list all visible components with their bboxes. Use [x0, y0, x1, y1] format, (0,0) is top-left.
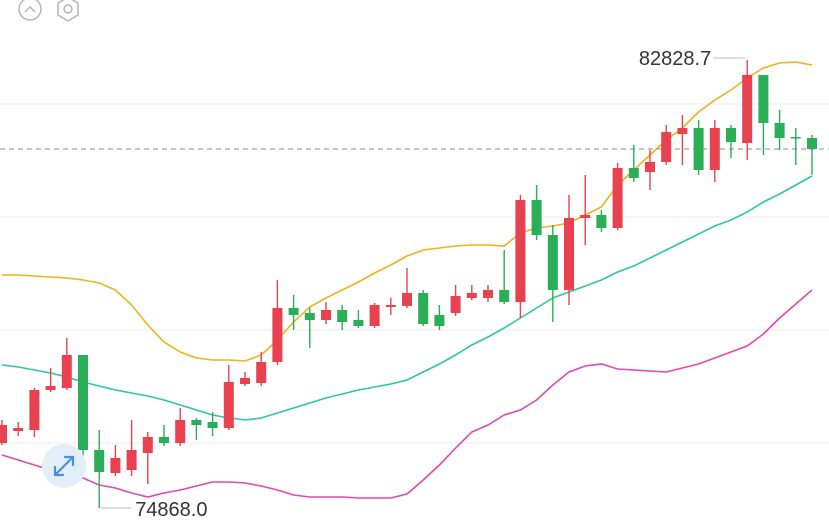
candle-body [0, 425, 7, 444]
candle-body [758, 74, 769, 123]
collapse-arrow [24, 5, 36, 13]
candle-body [466, 292, 477, 298]
settings-icon[interactable] [57, 0, 79, 22]
indicator-lines [0, 61, 829, 499]
candle-body [126, 449, 137, 471]
candle-body [385, 305, 396, 307]
candles [0, 60, 817, 509]
candle-body [628, 167, 639, 179]
candle-body [369, 305, 380, 327]
candle-body [661, 131, 672, 162]
candle-body [256, 361, 267, 384]
candle-body [564, 218, 574, 290]
expand-button[interactable] [42, 444, 86, 488]
candle-body [693, 127, 704, 171]
candle-body [774, 122, 785, 138]
candle-body [110, 457, 121, 474]
candle-body [142, 436, 153, 453]
candle-body [645, 161, 655, 172]
candle-body [175, 419, 186, 444]
candle-body [499, 289, 510, 302]
candle-body [353, 319, 364, 327]
candle-body [304, 313, 315, 320]
grid [0, 103, 829, 444]
candle-body [207, 422, 218, 428]
candle-body [531, 200, 542, 236]
candle-body [483, 289, 493, 298]
settings-button[interactable] [57, 0, 79, 22]
candle-body [321, 309, 331, 320]
candle-body [191, 419, 202, 426]
candle-body [580, 214, 591, 219]
candle-body [709, 127, 720, 171]
candle-body [596, 214, 607, 228]
candle-body [677, 127, 688, 134]
candle-body [288, 308, 299, 315]
candle-body [418, 292, 429, 324]
collapse-icon[interactable] [18, 0, 42, 21]
candle-body [272, 308, 283, 362]
candle-body [223, 382, 234, 428]
indicator-line [1, 175, 813, 421]
candle-body [547, 235, 558, 290]
candle-body [94, 449, 105, 472]
candle-body [742, 74, 753, 143]
annotation-label: 82828.7 [639, 48, 711, 70]
candle-body [807, 137, 817, 149]
candle-body [450, 296, 461, 314]
candle-body [434, 314, 445, 327]
candle-body [29, 389, 40, 431]
candle-body [726, 127, 736, 142]
candle-body [402, 292, 412, 306]
candle-body [61, 354, 72, 388]
candle-body [13, 427, 24, 432]
annotations: 82828.7 74868.0 [101, 48, 746, 521]
candle-body [790, 136, 801, 139]
candle-body [45, 386, 56, 390]
candle-body [159, 436, 169, 444]
collapse-button[interactable] [18, 0, 42, 21]
candle-body [337, 309, 348, 323]
indicator-line [2, 61, 813, 362]
settings-dot [63, 4, 73, 14]
candle-body [515, 200, 526, 302]
annotation-label: 74868.0 [135, 499, 207, 521]
candle-body [240, 378, 250, 384]
candle-body [612, 167, 623, 228]
expand-arrows [53, 455, 75, 477]
indicator-line [1, 289, 813, 499]
candle-body [78, 354, 88, 450]
